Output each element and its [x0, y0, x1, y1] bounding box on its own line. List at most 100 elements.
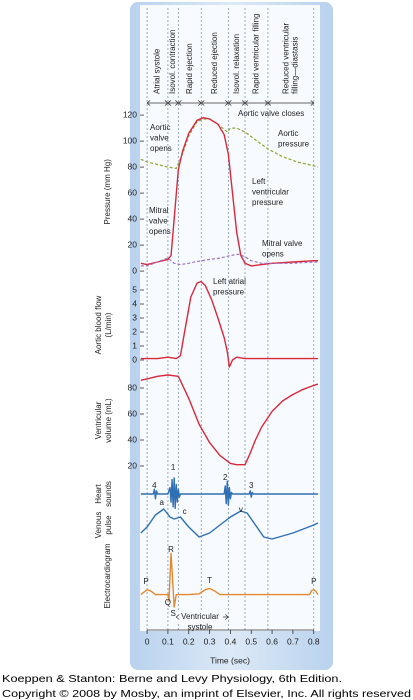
- annotation: systole: [188, 623, 213, 632]
- wave-label: 3: [249, 481, 254, 490]
- annotation: valve: [149, 217, 168, 226]
- y-axis-label: pulse: [104, 515, 113, 535]
- phase-arrowhead: [200, 100, 205, 106]
- x-tick-label: 0.2: [183, 636, 195, 646]
- phase-label: Isovol. relaxation: [232, 34, 241, 94]
- phase-arrowhead: [167, 100, 172, 106]
- annotation: Ventricular: [181, 612, 219, 621]
- trace: [140, 280, 318, 368]
- x-tick-label: 0.7: [287, 636, 299, 646]
- trace: [140, 253, 318, 267]
- arrowhead: [225, 614, 229, 620]
- wave-label: P: [311, 577, 316, 586]
- arrowhead: [175, 614, 180, 620]
- y-tick-label: 60: [128, 408, 138, 418]
- phase-label: Isovol. contraction: [168, 30, 177, 94]
- plot-area: [140, 5, 320, 631]
- trace: [140, 117, 318, 267]
- annotation: Aortic valve closes: [238, 109, 304, 118]
- phase-arrowhead: [227, 100, 232, 106]
- y-axis-label: Pressure (mm Hg): [103, 159, 112, 225]
- annotation: ventricular: [252, 188, 289, 197]
- y-tick-label: 80: [128, 161, 138, 171]
- trace: [140, 477, 318, 510]
- annotation: Left atrial: [213, 277, 246, 286]
- annotation: opens: [262, 250, 284, 259]
- y-tick-label: 40: [128, 434, 138, 444]
- wave-label: S: [170, 609, 175, 618]
- wave-label: v: [239, 505, 243, 514]
- phase-label: Reduced ventricular: [281, 23, 290, 94]
- wave-label: R: [168, 545, 174, 554]
- phase-arrowhead: [267, 100, 272, 106]
- y-axis-label: volume (mL): [104, 398, 113, 443]
- y-tick-label: 1: [132, 340, 137, 350]
- annotation: Aortic: [278, 129, 298, 138]
- x-tick-label: 0.3: [204, 636, 216, 646]
- x-tick-label: 0: [145, 636, 150, 646]
- phase-label: Rapid ventricular filling: [252, 14, 261, 94]
- wave-label: T: [207, 576, 212, 585]
- y-tick-label: 0: [132, 354, 137, 364]
- wave-label: 1: [171, 463, 176, 472]
- y-axis-label: sounds: [104, 481, 113, 507]
- phase-arrowhead: [310, 100, 315, 106]
- y-axis-label: Venous: [94, 512, 103, 539]
- trace: [140, 118, 319, 169]
- footer-line: Koeppen & Stanton: Berne and Levy Physio…: [2, 673, 342, 685]
- annotation: pressure: [278, 140, 310, 149]
- y-tick-label: 60: [128, 187, 138, 197]
- phase-arrowhead: [177, 100, 182, 106]
- annotation: Mitral: [149, 206, 169, 215]
- annotation: opens: [149, 227, 171, 236]
- y-tick-label: 100: [123, 135, 137, 145]
- trace: [140, 374, 319, 466]
- y-axis-label: Heart: [94, 483, 103, 503]
- wave-label: 4: [152, 481, 157, 490]
- wave-label: 2: [223, 473, 228, 482]
- y-axis-label: Aortic blood flow: [94, 295, 103, 354]
- annotation: Left: [252, 177, 266, 186]
- y-tick-label: 3: [132, 312, 137, 322]
- annotation: valve: [150, 134, 169, 143]
- y-tick-label: 120: [123, 109, 137, 119]
- annotation: opens: [150, 144, 172, 153]
- y-tick-label: 0: [132, 265, 137, 275]
- annotation: Aortic: [150, 123, 170, 132]
- y-tick-label: 2: [132, 326, 137, 336]
- x-tick-label: 0.4: [225, 636, 237, 646]
- phase-label: Reduced ejection: [210, 32, 219, 94]
- y-tick-label: 20: [128, 460, 138, 470]
- phase-arrowhead: [244, 100, 249, 106]
- annotation: pressure: [252, 198, 284, 207]
- x-tick-label: 0.8: [308, 636, 320, 646]
- wave-label: c: [183, 507, 187, 516]
- y-tick-label: 20: [128, 239, 138, 249]
- trace: [140, 552, 319, 608]
- y-tick-label: 80: [128, 382, 138, 392]
- x-tick-label: 0.5: [245, 636, 257, 646]
- phase-arrowhead: [146, 100, 151, 106]
- x-axis-label: Time (sec): [210, 655, 250, 665]
- y-axis-label: (L/min): [104, 312, 113, 337]
- systole-label-bg: [177, 612, 223, 622]
- annotation: pressure: [213, 288, 245, 297]
- y-tick-label: 40: [128, 213, 138, 223]
- phase-label: filling—diastasis: [290, 37, 299, 94]
- y-tick-label: 5: [132, 284, 137, 294]
- phase-label: Rapid ejection: [185, 43, 194, 94]
- x-tick-label: 0.1: [162, 636, 174, 646]
- wave-label: Q: [165, 598, 171, 607]
- y-tick-label: 4: [132, 298, 137, 308]
- wave-label: a: [159, 498, 164, 507]
- phase-label: Atrial systole: [153, 48, 162, 94]
- y-axis-label: Ventricular: [94, 401, 103, 439]
- y-axis-label: Electrocardiogram: [103, 543, 112, 608]
- x-tick-label: 0.6: [266, 636, 278, 646]
- wave-label: P: [143, 577, 148, 586]
- trace: [140, 508, 319, 540]
- annotation: Mitral valve: [262, 239, 303, 248]
- footer-line: Copyright © 2008 by Mosby, an imprint of…: [2, 688, 411, 700]
